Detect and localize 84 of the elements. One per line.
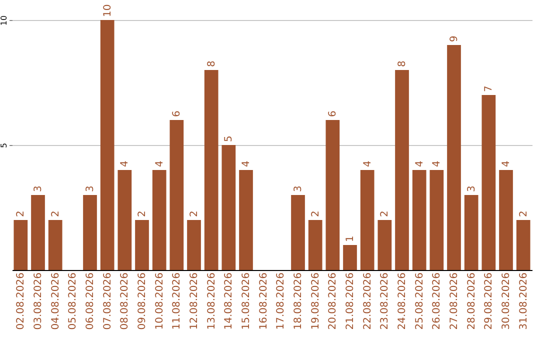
x-tick-label: 09.08.2026	[137, 272, 148, 330]
bar	[48, 220, 62, 270]
x-tick-label: 07.08.2026	[102, 272, 114, 330]
data-label: 3	[33, 186, 44, 192]
x-tick-label: 03.08.2026	[33, 272, 44, 330]
data-label: 8	[397, 60, 408, 67]
x-tick-label: 29.08.2026	[484, 272, 495, 330]
bar	[499, 170, 513, 270]
bar	[464, 195, 478, 270]
bar	[430, 170, 444, 270]
data-label: 4	[414, 160, 426, 167]
x-tick-label: 02.08.2026	[16, 272, 27, 330]
data-label: 2	[310, 210, 322, 217]
data-label: 6	[328, 110, 339, 117]
bar	[204, 70, 218, 270]
data-label: 5	[224, 136, 235, 142]
data-label: 3	[85, 186, 96, 192]
bar	[170, 120, 184, 270]
bar	[378, 220, 392, 270]
data-label: 2	[137, 210, 148, 217]
bar	[447, 45, 461, 270]
bar	[308, 220, 322, 270]
data-label: 1	[345, 236, 356, 242]
x-tick-label: 04.08.2026	[50, 272, 62, 330]
bar	[135, 220, 149, 270]
data-label: 4	[432, 160, 443, 167]
bar	[100, 20, 114, 270]
data-label: 2	[380, 210, 391, 217]
x-tick-label: 19.08.2026	[310, 272, 322, 330]
data-label: 10	[102, 4, 114, 17]
x-tick-label: 26.08.2026	[432, 272, 443, 330]
bar	[31, 195, 45, 270]
bar	[516, 220, 530, 270]
x-tick-label: 17.08.2026	[276, 272, 287, 330]
x-tick-label: 06.08.2026	[85, 272, 96, 330]
x-tick-label: 10.08.2026	[154, 272, 166, 330]
bar	[239, 170, 253, 270]
data-label: 3	[293, 186, 304, 192]
bar	[395, 70, 409, 270]
x-tick-label: 11.08.2026	[172, 272, 183, 330]
x-tick-label: 28.08.2026	[466, 272, 478, 330]
bar	[343, 245, 357, 270]
x-tick-label: 12.08.2026	[189, 272, 200, 330]
data-label: 2	[50, 210, 62, 217]
data-label: 7	[484, 86, 495, 92]
x-tick-label: 16.08.2026	[258, 272, 270, 330]
bar	[83, 195, 97, 270]
x-tick-label: 14.08.2026	[224, 272, 235, 330]
data-label: 4	[362, 160, 374, 167]
data-label: 3	[466, 186, 478, 192]
data-label: 4	[154, 160, 166, 167]
data-label: 4	[120, 160, 131, 167]
x-tick-label: 21.08.2026	[345, 272, 356, 330]
x-tick-label: 20.08.2026	[328, 272, 339, 330]
bar	[360, 170, 374, 270]
data-label: 2	[189, 210, 200, 217]
bar	[326, 120, 340, 270]
x-tick-label: 27.08.2026	[449, 272, 460, 330]
bar	[412, 170, 426, 270]
x-tick-label: 31.08.2026	[518, 272, 530, 330]
bar	[482, 95, 496, 270]
x-tick-label: 25.08.2026	[414, 272, 426, 330]
x-tick-label: 24.08.2026	[397, 272, 408, 330]
data-label: 4	[241, 160, 252, 167]
bar	[291, 195, 305, 270]
data-label: 8	[206, 60, 218, 67]
data-label: 9	[449, 36, 460, 42]
x-tick-label: 22.08.2026	[362, 272, 374, 330]
data-label: 2	[518, 210, 530, 217]
x-tick-label: 23.08.2026	[380, 272, 391, 330]
x-tick-label: 05.08.2026	[68, 272, 79, 330]
bar	[14, 220, 28, 270]
x-tick-label: 15.08.2026	[241, 272, 252, 330]
x-tick-label: 18.08.2026	[293, 272, 304, 330]
data-label: 6	[172, 110, 183, 117]
data-label: 2	[16, 210, 27, 217]
x-tick-label: 08.08.2026	[120, 272, 131, 330]
x-tick-label: 13.08.2026	[206, 272, 218, 330]
bar	[152, 170, 166, 270]
bar	[187, 220, 201, 270]
bar	[118, 170, 132, 270]
x-tick-label: 30.08.2026	[501, 272, 512, 330]
bar	[222, 145, 236, 270]
data-label: 4	[501, 160, 512, 167]
